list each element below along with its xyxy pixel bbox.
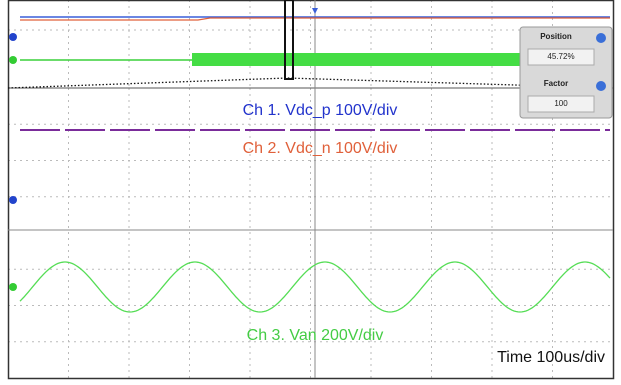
position-label: Position: [540, 32, 572, 41]
page: {"scope": { "zoom_panel": {"position_lab…: [0, 0, 621, 385]
ch1-label: Ch 1. Vdc_p 100V/div: [243, 102, 398, 119]
position-knob[interactable]: [596, 33, 606, 43]
factor-knob[interactable]: [596, 81, 606, 91]
timebase-label: Time 100us/div: [497, 349, 605, 366]
zoom-panel: Position 45.72% Factor 100: [520, 27, 612, 118]
ch1-marker: [9, 33, 17, 41]
factor-label: Factor: [544, 79, 568, 88]
factor-value: 100: [554, 99, 568, 108]
position-value: 45.72%: [547, 52, 574, 61]
ch2-label: Ch 2. Vdc_n 100V/div: [243, 140, 398, 157]
scope-screen: Ch 1. Vdc_p 100V/div Ch 2. Vdc_n 100V/di…: [0, 0, 621, 385]
ch3-marker: [9, 56, 17, 64]
ch3-label: Ch 3. Van 200V/div: [247, 327, 384, 344]
ch1-marker: [9, 196, 17, 204]
ch3-marker: [9, 283, 17, 291]
